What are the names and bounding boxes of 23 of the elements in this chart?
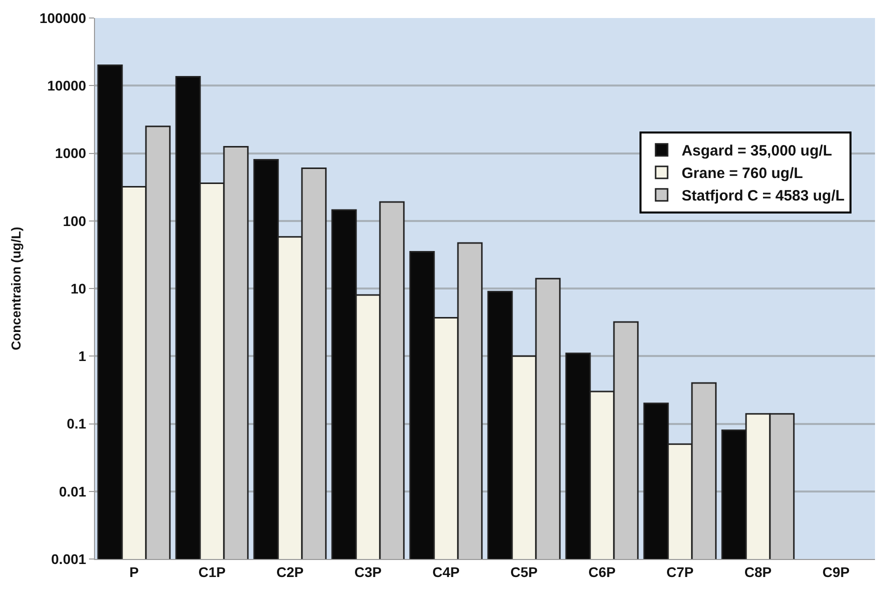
x-tick-label: P xyxy=(129,564,139,580)
y-tick-label: 1000 xyxy=(55,145,86,162)
y-tick-label: 100 xyxy=(62,212,86,229)
x-tick-label: C9P xyxy=(822,564,850,580)
x-tick-label: C2P xyxy=(276,564,304,580)
x-tick-label: C5P xyxy=(510,564,538,580)
y-tick-label: 100000 xyxy=(39,10,86,26)
y-tick-label: 1 xyxy=(78,348,86,364)
legend-label: Asgard = 35,000 ug/L xyxy=(682,142,832,160)
x-tick-label: C4P xyxy=(432,564,460,580)
x-tick-label: C7P xyxy=(666,564,694,580)
y-tick-label: 10000 xyxy=(47,78,86,94)
x-tick-label: C6P xyxy=(588,564,616,580)
y-tick-label: 0.001 xyxy=(51,550,86,567)
legend-label: Grane = 760 ug/L xyxy=(682,165,803,182)
y-tick-label: 0.1 xyxy=(66,416,86,432)
x-tick-label: C1P xyxy=(198,564,226,580)
x-tick-label: C3P xyxy=(354,564,382,580)
x-tick-label: C8P xyxy=(744,564,772,580)
y-axis-title: Concentraion (ug/L) xyxy=(8,226,24,350)
y-tick-label: 0.01 xyxy=(58,483,86,500)
y-tick-label: 10 xyxy=(70,280,86,296)
legend-label: Statfjord C = 4583 ug/L xyxy=(682,188,845,205)
